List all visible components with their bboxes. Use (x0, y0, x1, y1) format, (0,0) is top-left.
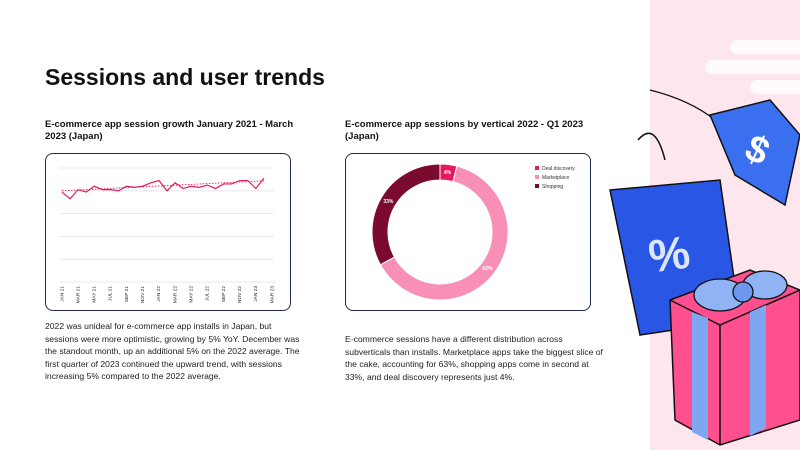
legend-label: Shopping (542, 184, 563, 190)
illustration: $ % (609, 0, 800, 450)
donut-segment (371, 163, 441, 266)
legend-swatch (535, 166, 539, 170)
legend-swatch (535, 184, 539, 188)
chart-frame (345, 153, 591, 311)
legend-label: Marketplace (542, 175, 569, 181)
x-tick-label: JUL 21 (108, 286, 114, 301)
x-tick-label: SEP 21 (124, 286, 130, 303)
x-tick-label: NOV 22 (237, 286, 243, 303)
x-tick-label: JUL 22 (205, 286, 211, 301)
donut-chart: 4% Deal discovery 63% Marketplace 33% Shoppin… (371, 163, 575, 301)
x-tick-label: MAR 21 (75, 286, 81, 304)
chart-title: E-commerce app session growth January 20… (45, 119, 294, 142)
x-tick-label: JAN 23 (253, 286, 259, 302)
svg-text:%: % (645, 225, 693, 282)
data-label: 63% (482, 266, 493, 272)
line-chart: JAN 21 MAR 21 MAY 21 JUL 21 SEP 21 NOV 21 JAN … (59, 167, 275, 304)
chart-frame (45, 153, 291, 311)
x-tick-label: MAY 22 (188, 286, 194, 303)
legend-label: Deal discovery (542, 166, 575, 172)
data-label: 4% (444, 170, 452, 176)
chart-title: E-commerce app sessions by vertical 2022… (345, 119, 584, 142)
paragraph: 2022 was unideal for e-commerce app inst… (45, 321, 300, 381)
series-line (61, 180, 264, 192)
x-tick-label: MAR 23 (269, 286, 275, 304)
data-label: 33% (383, 199, 394, 205)
paragraph: E-commerce sessions have a different dis… (345, 334, 603, 382)
x-tick-label: JAN 21 (59, 286, 65, 302)
x-tick-label: MAY 21 (92, 286, 98, 303)
x-tick-label: SEP 22 (221, 286, 227, 303)
x-tick-label: NOV 21 (140, 286, 146, 303)
donut-segment (379, 165, 509, 301)
slide-title: Sessions and user trends (45, 64, 325, 90)
legend-swatch (535, 175, 539, 179)
x-tick-label: JAN 22 (156, 286, 162, 302)
x-tick-label: MAR 22 (172, 286, 178, 304)
series-line (61, 177, 265, 200)
